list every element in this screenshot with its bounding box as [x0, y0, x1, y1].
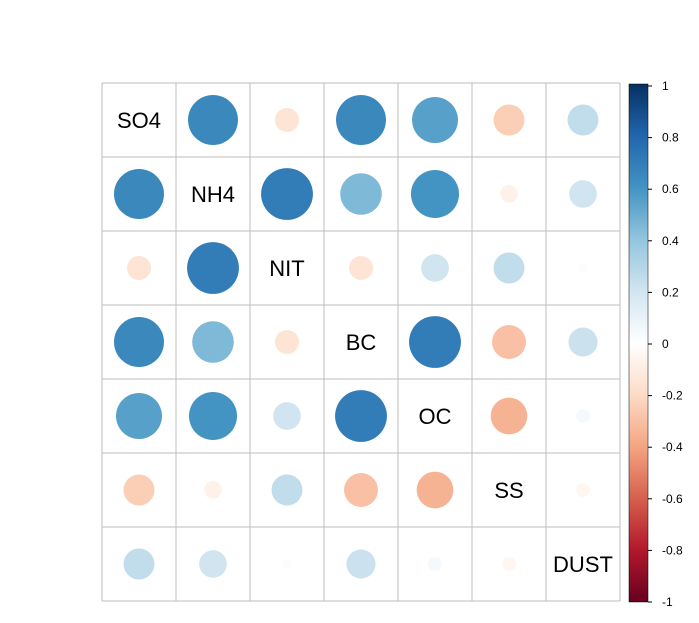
correlation-circle-nh4-oc [410, 169, 460, 219]
colorbar-tick-label: 1 [662, 79, 669, 93]
correlation-circle-oc-bc [335, 390, 387, 442]
correlation-circle-bc-nit [274, 329, 300, 355]
colorbar-tick-label: -0.4 [662, 440, 683, 454]
colorbar-tick-label: 0.8 [662, 131, 679, 145]
correlation-circle-nit-oc [421, 254, 449, 282]
correlation-circle-ss-bc [344, 473, 378, 507]
correlation-circle-nit-nh4 [187, 242, 239, 294]
correlation-circle-nit-ss [493, 252, 525, 284]
colorbar-tick-label: 0.6 [662, 182, 679, 196]
correlation-circle-oc-nit [273, 402, 301, 430]
correlation-cells: SO4 NH4 NIT BC OC SS DUST [114, 95, 613, 580]
correlation-circle-ss-oc [416, 471, 454, 509]
correlation-circle-dust-nit [282, 559, 292, 569]
correlation-circle-oc-so4 [116, 393, 162, 439]
correlation-circle-so4-nit [274, 107, 300, 133]
colorbar-tick-label: -1 [662, 595, 673, 609]
colorbar-tick-label: 0.4 [662, 234, 679, 248]
correlation-circle-bc-ss [492, 325, 526, 359]
correlation-circle-dust-bc [346, 549, 376, 579]
variable-label-oc: OC [419, 404, 452, 429]
correlation-circle-so4-bc [336, 95, 386, 145]
correlation-circle-nh4-so4 [114, 169, 164, 219]
correlation-circle-nh4-bc [340, 173, 382, 215]
variable-label-so4: SO4 [117, 108, 161, 133]
correlation-circle-so4-dust [567, 104, 599, 136]
variable-label-nit: NIT [269, 256, 304, 281]
correlation-circle-bc-so4 [114, 317, 164, 367]
colorbar-tick-label: 0.2 [662, 285, 679, 299]
correlation-circle-so4-ss [493, 104, 525, 136]
correlation-grid [101, 82, 621, 602]
colorbar-gradient [628, 83, 649, 603]
colorbar-tick-label: 0 [662, 337, 669, 351]
correlation-circle-nit-dust [578, 263, 588, 273]
correlation-circle-oc-dust [576, 409, 590, 423]
correlation-circle-so4-nh4 [188, 95, 238, 145]
correlation-circle-dust-nh4 [199, 550, 227, 578]
correlation-circle-ss-dust [576, 483, 590, 497]
variable-label-dust: DUST [553, 552, 613, 577]
correlation-circle-oc-ss [490, 397, 528, 435]
correlation-circle-oc-nh4 [188, 391, 238, 441]
colorbar: 1 0.8 0.6 0.4 0.2 0 -0.2 -0.4 -0.6 -0.8 -1 [628, 79, 683, 609]
correlation-circle-dust-oc [428, 557, 442, 571]
colorbar-tick-label: -0.8 [662, 543, 683, 557]
correlation-circle-ss-so4 [123, 474, 155, 506]
correlation-circle-bc-oc [409, 316, 461, 368]
correlation-circle-bc-nh4 [192, 321, 234, 363]
correlation-circle-nh4-ss [500, 185, 518, 203]
correlation-circle-dust-so4 [123, 548, 155, 580]
correlation-circle-ss-nh4 [204, 481, 222, 499]
correlation-circle-bc-dust [568, 327, 598, 357]
correlation-circle-ss-nit [271, 474, 303, 506]
colorbar-tick-label: -0.2 [662, 389, 683, 403]
correlation-circle-nit-so4 [126, 255, 152, 281]
correlation-circle-nit-bc [348, 255, 374, 281]
correlation-circle-nh4-nit [261, 168, 313, 220]
variable-label-bc: BC [346, 330, 377, 355]
correlation-circle-so4-oc [412, 97, 458, 143]
colorbar-tick-label: -0.6 [662, 492, 683, 506]
variable-label-ss: SS [494, 478, 523, 503]
variable-label-nh4: NH4 [191, 182, 235, 207]
correlation-circle-nh4-dust [569, 180, 597, 208]
correlation-circle-dust-ss [502, 557, 516, 571]
